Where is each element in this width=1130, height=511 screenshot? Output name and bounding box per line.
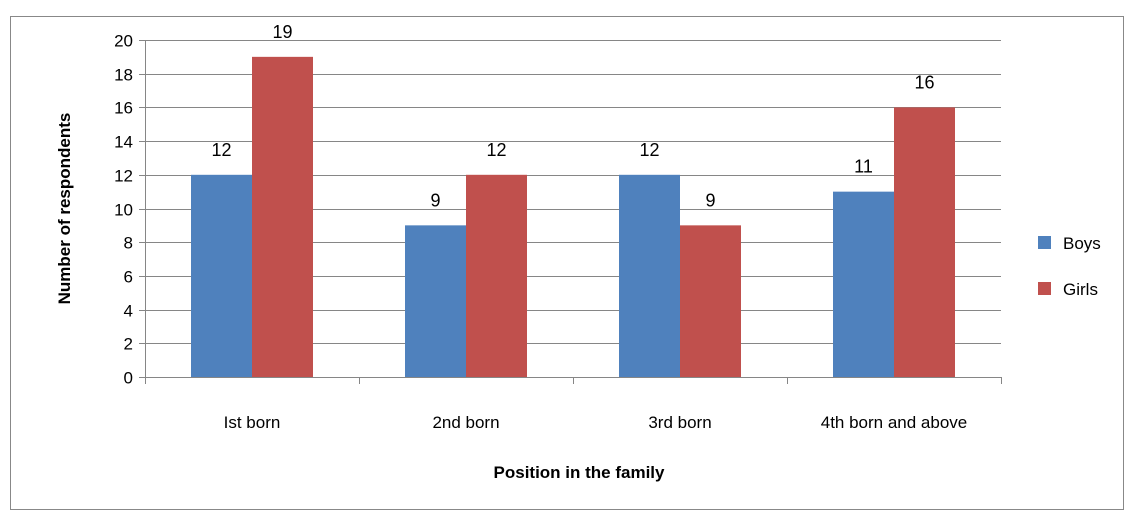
x-tick-label: 2nd born — [432, 413, 499, 432]
y-tick-label: 14 — [114, 133, 133, 152]
y-tick-label: 0 — [124, 369, 133, 388]
x-tick-label: 4th born and above — [821, 413, 968, 432]
legend-label-boys: Boys — [1063, 234, 1101, 253]
bars — [191, 56, 955, 378]
x-tick-label: 3rd born — [648, 413, 711, 432]
data-label: 12 — [486, 140, 506, 160]
chart-border — [10, 16, 1124, 510]
bar-boys — [619, 174, 680, 377]
data-label: 12 — [211, 140, 231, 160]
legend-swatch-girls — [1038, 282, 1051, 295]
y-tick-label: 18 — [114, 66, 133, 85]
data-label: 12 — [639, 140, 659, 160]
y-tick-label: 6 — [124, 268, 133, 287]
legend: Boys Girls — [1038, 234, 1101, 299]
data-label: 9 — [430, 190, 440, 210]
bar-girls — [680, 225, 741, 377]
bar-girls — [466, 174, 527, 377]
y-axis-title: Number of respondents — [55, 113, 74, 305]
y-tick-label: 10 — [114, 201, 133, 220]
bar-girls — [252, 56, 313, 377]
y-tick-label: 2 — [124, 335, 133, 354]
y-tick-label: 20 — [114, 32, 133, 51]
bar-boys — [405, 225, 466, 377]
y-tick-label: 8 — [124, 234, 133, 253]
bar-girls — [894, 107, 955, 378]
legend-swatch-boys — [1038, 236, 1051, 249]
y-tick-label: 12 — [114, 167, 133, 186]
bar-boys — [833, 191, 894, 377]
data-label: 16 — [914, 72, 934, 92]
data-label: 9 — [705, 190, 715, 210]
data-label: 19 — [272, 22, 292, 42]
y-tick-label: 16 — [114, 99, 133, 118]
legend-label-girls: Girls — [1063, 280, 1098, 299]
y-tick-label: 4 — [124, 302, 133, 321]
bar-boys — [191, 174, 252, 377]
axes — [139, 40, 1002, 384]
labels: 0 2 4 6 8 10 12 14 16 18 20 12 19 Ist born 9 12 2nd born… — [114, 22, 967, 432]
x-axis-title: Position in the family — [494, 463, 666, 482]
data-label: 11 — [854, 157, 873, 177]
x-tick-label: Ist born — [224, 413, 281, 432]
